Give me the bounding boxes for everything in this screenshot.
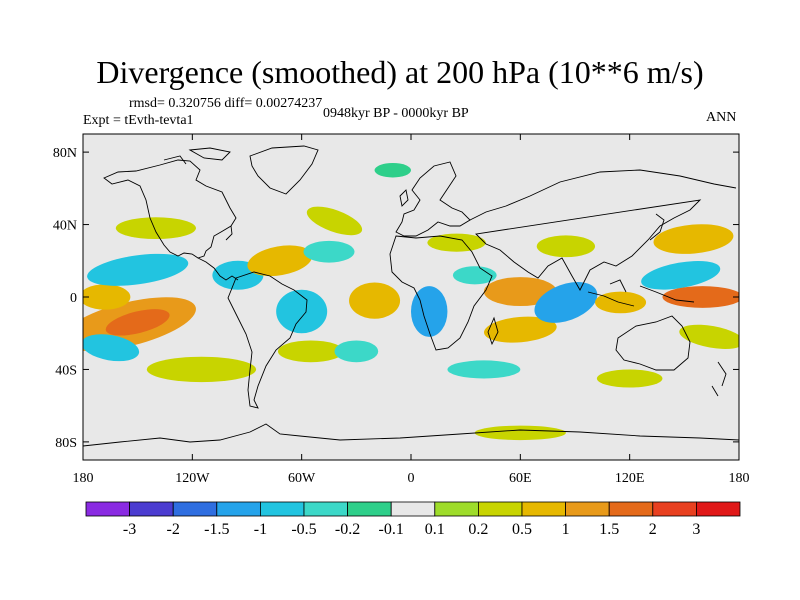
field-dateline-positive xyxy=(83,284,131,310)
colorbar-swatch xyxy=(652,501,697,517)
season-text: ANN xyxy=(706,110,737,125)
colorbar-swatch xyxy=(608,501,654,517)
field-south-west-pacific-positive xyxy=(679,324,739,349)
colorbar-swatch xyxy=(477,501,523,517)
coast-asia xyxy=(469,169,737,291)
colorbar-swatch xyxy=(303,501,348,517)
colorbar-swatch xyxy=(259,501,305,517)
field-arabian-sea-positive xyxy=(483,277,557,307)
stats-text: rmsd= 0.320756 diff= 0.00274237 xyxy=(129,96,323,111)
colorbar-label: 0.5 xyxy=(512,521,532,538)
field-south-pacific-positive xyxy=(146,356,257,383)
coast-australia xyxy=(615,315,691,371)
lon-label: 180 xyxy=(729,471,750,486)
coast-canadian-islands xyxy=(163,147,231,165)
lat-label: 80S xyxy=(55,436,77,451)
colorbar-label: 0.1 xyxy=(425,521,445,538)
colorbar-label: -0.2 xyxy=(335,521,360,538)
coast-europe xyxy=(395,161,471,237)
coast-madagascar xyxy=(487,316,499,346)
field-subtropical-atlantic-negative xyxy=(303,240,355,263)
colorbar-swatch xyxy=(216,501,261,517)
colorbar-label: 1 xyxy=(562,521,570,538)
lon-label: 180 xyxy=(73,471,94,486)
coast-antarctica xyxy=(83,423,739,447)
field-central-pacific-core xyxy=(105,309,170,336)
coast-japan xyxy=(649,213,665,241)
latitude-axis: 80N 40N 0 40S 80S xyxy=(53,146,739,451)
period-text: 0948kyr BP - 0000kyr BP xyxy=(323,106,469,121)
colorbar-swatch xyxy=(390,501,436,517)
field-equatorial-atlantic-positive xyxy=(349,282,401,319)
colorbar-swatch xyxy=(347,501,392,517)
lat-label: 40N xyxy=(53,219,77,234)
coast-north-america xyxy=(103,159,237,259)
lon-label: 120W xyxy=(175,471,210,486)
divergence-field xyxy=(83,162,739,441)
colorbar-label: -3 xyxy=(123,521,136,538)
coast-new-zealand xyxy=(711,361,727,397)
colorbar-swatch xyxy=(85,501,130,517)
field-north-pacific-negative xyxy=(87,253,189,286)
coast-central-america xyxy=(197,225,239,281)
field-north-pacific-jet-positive xyxy=(115,217,196,240)
field-congo-negative xyxy=(411,286,448,337)
field-mediterranean-positive xyxy=(427,233,486,252)
coast-greenland xyxy=(249,145,319,195)
longitude-axis: 180 120W 60W 0 60E 120E 180 xyxy=(73,134,750,486)
field-antarctic-positive xyxy=(474,425,566,441)
coast-south-america xyxy=(227,271,308,409)
experiment-text: Expt = tEvth-tevta1 xyxy=(83,113,194,128)
colorbar-label: -1.5 xyxy=(204,521,229,538)
field-southern-ocean-negative xyxy=(447,360,521,379)
field-sahel-negative xyxy=(452,266,497,285)
field-west-pacific-core xyxy=(662,286,739,308)
field-kuroshio-positive xyxy=(653,224,734,254)
lon-label: 120E xyxy=(615,471,645,486)
field-southern-ocean-positive xyxy=(596,369,663,388)
field-tibet-positive xyxy=(536,235,596,258)
field-west-pacific-negative xyxy=(641,260,721,290)
lon-label: 0 xyxy=(408,471,415,486)
colorbar-swatch xyxy=(696,501,741,517)
field-caribbean-positive xyxy=(247,245,313,277)
colorbar-swatch xyxy=(129,501,174,517)
lon-label: 60E xyxy=(509,471,532,486)
coast-uk xyxy=(399,189,409,207)
colorbar-label: -0.1 xyxy=(379,521,404,538)
coast-indonesia xyxy=(587,279,695,307)
colorbar-label: 2 xyxy=(649,521,657,538)
field-amazon-negative xyxy=(276,289,328,334)
field-south-america-positive xyxy=(277,340,344,363)
colorbar-label: 1.5 xyxy=(599,521,619,538)
colorbar: -3 -2 -1.5 -1 -0.5 -0.2 -0.1 0.1 0.2 0.5 1 1.5 2 3 xyxy=(85,501,741,538)
colorbar-swatch xyxy=(565,501,610,517)
field-indian-ocean-negative xyxy=(534,282,598,323)
field-north-atlantic-positive xyxy=(306,206,363,236)
field-south-atlantic-negative xyxy=(334,340,379,363)
colorbar-label: -0.5 xyxy=(291,521,316,538)
colorbar-swatch xyxy=(172,501,218,517)
colorbar-swatch xyxy=(521,501,566,517)
field-south-pacific-negative xyxy=(83,334,140,362)
colorbar-swatch xyxy=(434,501,479,517)
coast-africa xyxy=(389,235,493,351)
field-indian-ocean-positive xyxy=(484,316,557,343)
colorbar-label: 0.2 xyxy=(468,521,488,538)
colorbar-label: -2 xyxy=(167,521,180,538)
lat-label: 0 xyxy=(70,291,77,306)
lon-label: 60W xyxy=(288,471,316,486)
lat-label: 40S xyxy=(55,363,77,378)
plot-title: Divergence (smoothed) at 200 hPa (10**6 … xyxy=(96,54,704,90)
lat-label: 80N xyxy=(53,146,77,161)
colorbar-label: 3 xyxy=(692,521,700,538)
field-norwegian-sea-negative xyxy=(374,162,411,178)
coastlines xyxy=(83,145,739,447)
colorbar-label: -1 xyxy=(254,521,267,538)
